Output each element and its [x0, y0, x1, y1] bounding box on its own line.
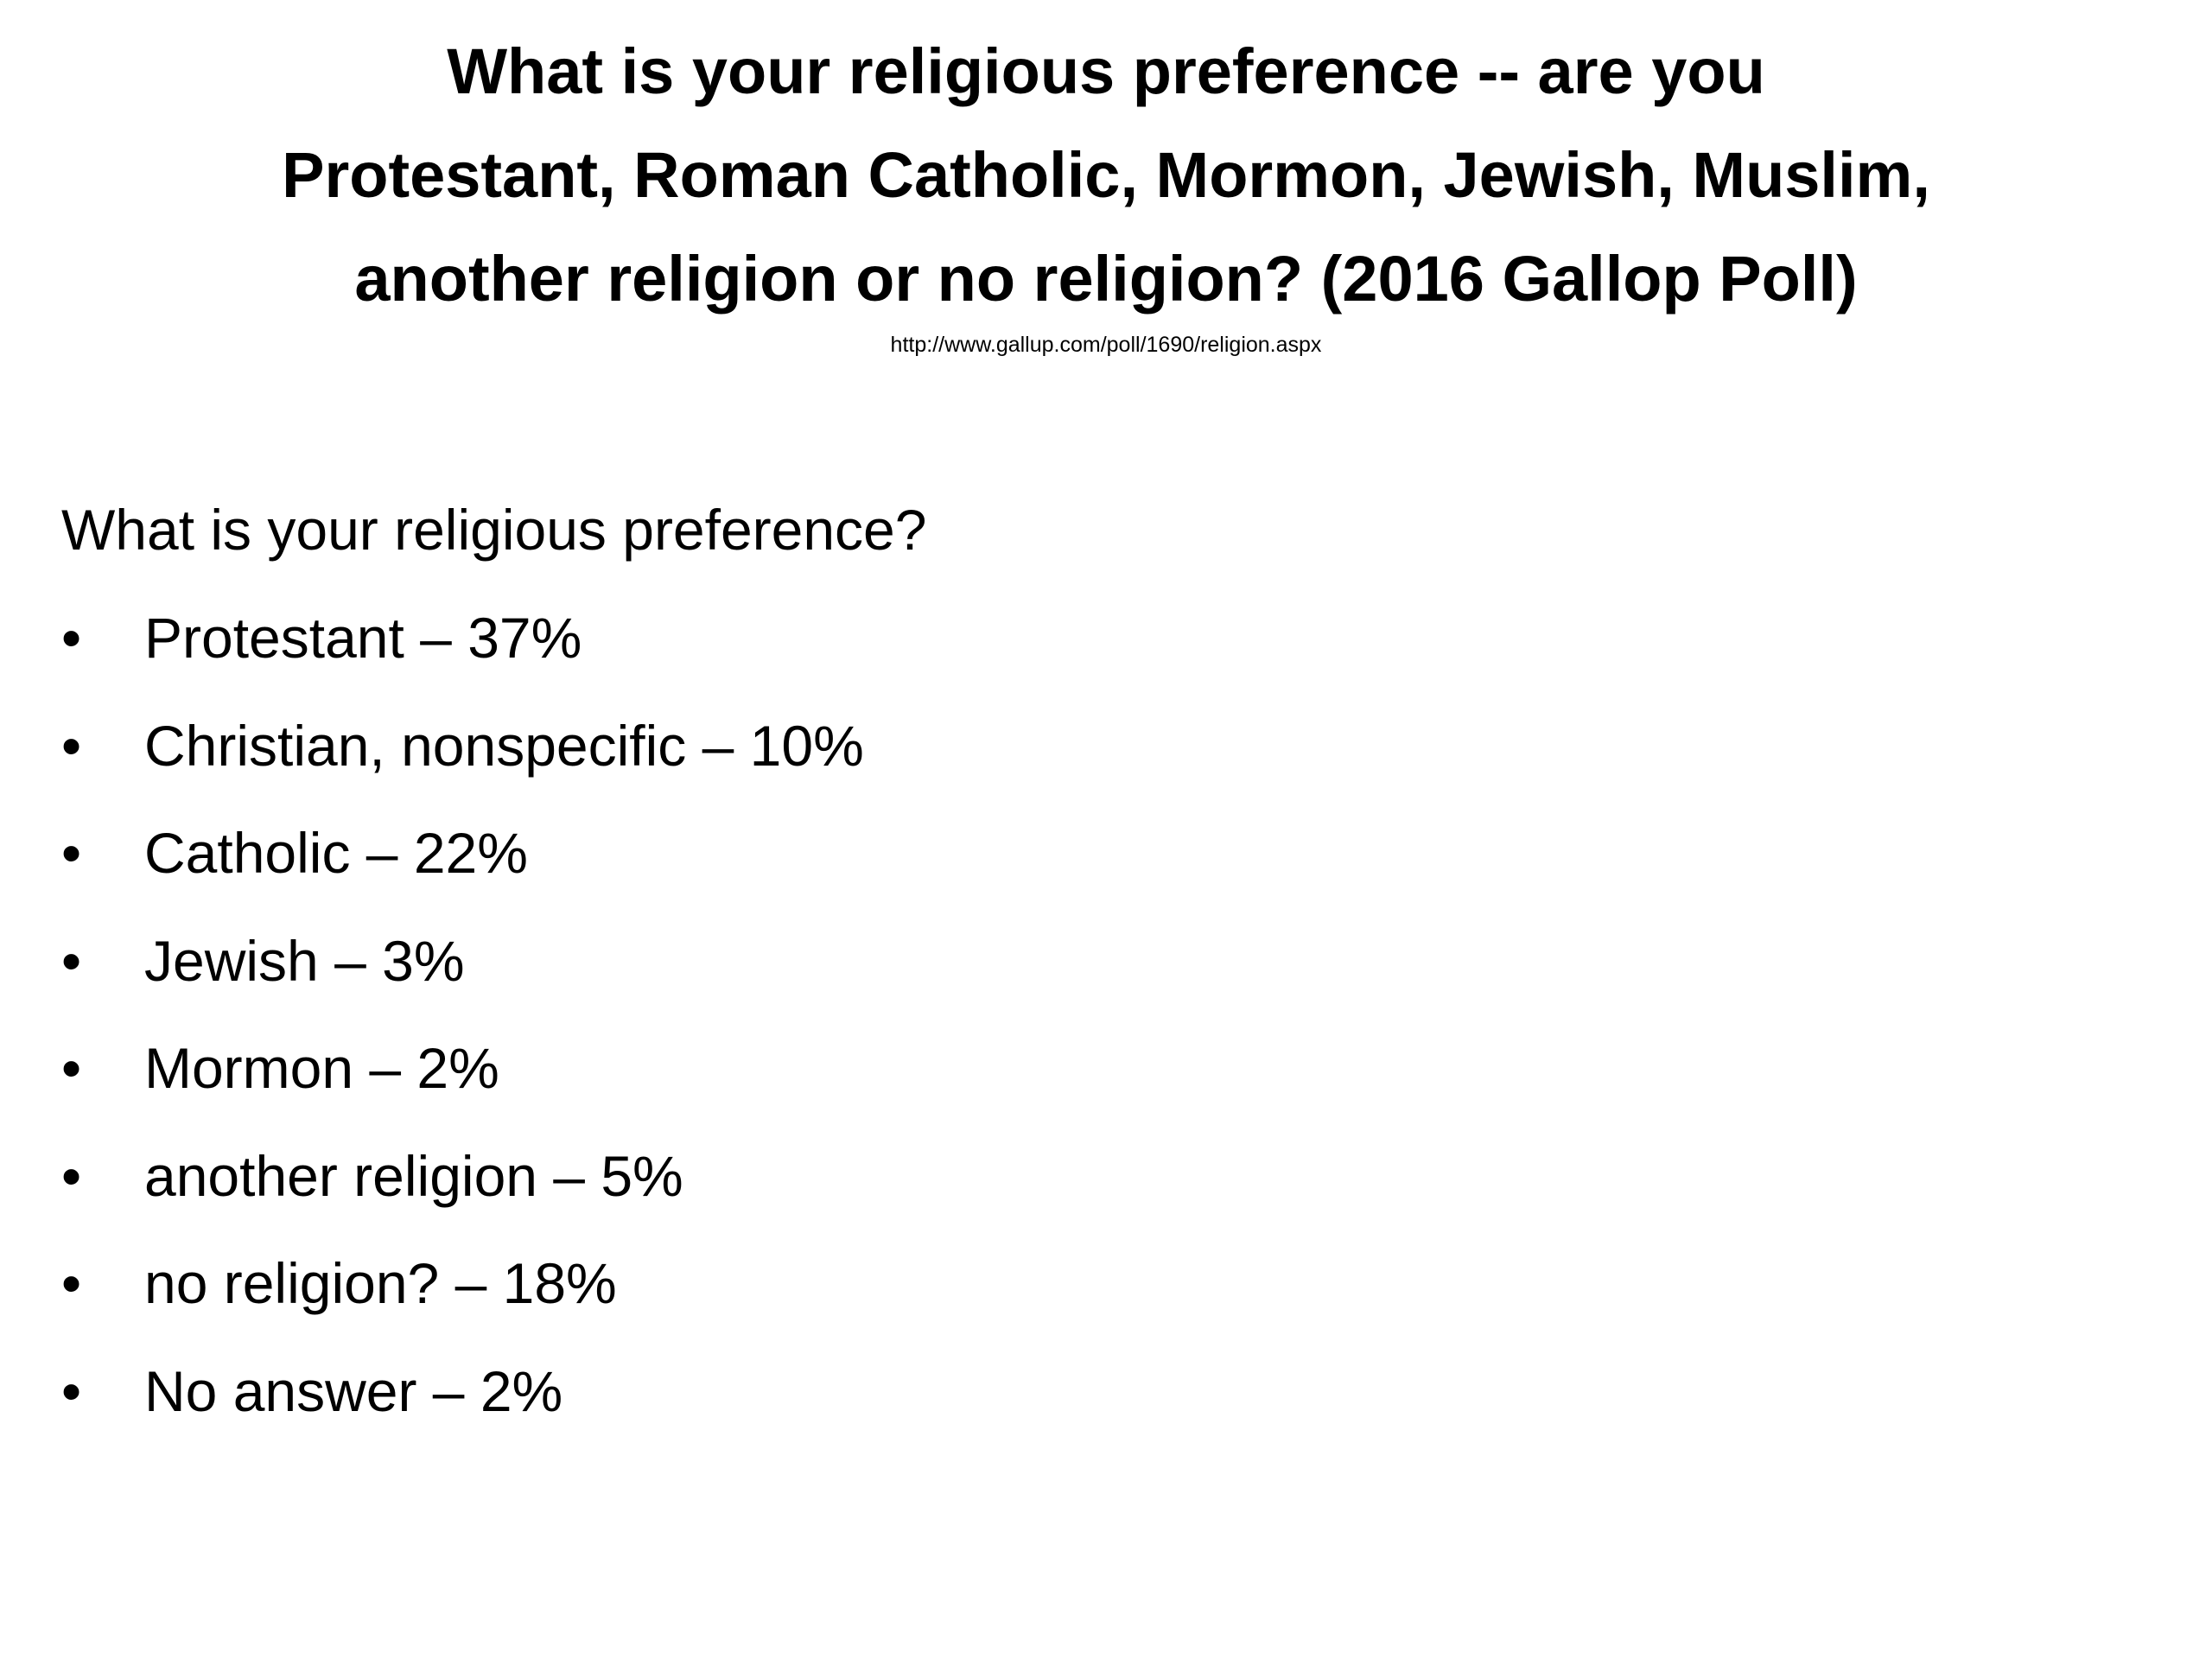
bullet: • — [61, 1143, 82, 1208]
question: What is your religious preference? — [61, 498, 927, 562]
bullet-item: • no religion? – 18% — [61, 1250, 617, 1316]
bullet: • — [61, 821, 82, 885]
bullet-item: • No answer – 2% — [61, 1358, 563, 1424]
title-line: another religion or no religion? (2016 G… — [354, 243, 1858, 315]
bullet: • — [61, 928, 82, 993]
title-line: What is your religious preference -- are… — [447, 35, 1765, 107]
bullet: • — [61, 606, 82, 670]
bullet-item: • Jewish – 3% — [61, 928, 465, 994]
bullet: • — [61, 713, 82, 778]
title-line: Protestant, Roman Catholic, Mormon, Jewi… — [282, 139, 1930, 211]
source-url: http://www.gallup.com/poll/1690/religion… — [890, 333, 1322, 357]
item-text: No answer – 2% — [144, 1358, 563, 1423]
bullet-item: • Mormon – 2% — [61, 1035, 499, 1101]
item-text: Jewish – 3% — [144, 928, 465, 993]
bullet: • — [61, 1036, 82, 1100]
bullet-item: • Christian, nonspecific – 10% — [61, 713, 864, 779]
item-text: no religion? – 18% — [144, 1251, 617, 1315]
bullet: • — [61, 1251, 82, 1315]
item-text: Protestant – 37% — [144, 606, 582, 670]
item-text: Mormon – 2% — [144, 1036, 499, 1100]
item-text: another religion – 5% — [144, 1143, 683, 1208]
bullet-item: • another religion – 5% — [61, 1143, 683, 1209]
bullet-item: • Catholic – 22% — [61, 820, 528, 886]
bullet: • — [61, 1358, 82, 1423]
bullet-item: • Protestant – 37% — [61, 605, 582, 671]
item-text: Christian, nonspecific – 10% — [144, 713, 864, 778]
item-text: Catholic – 22% — [144, 821, 528, 885]
